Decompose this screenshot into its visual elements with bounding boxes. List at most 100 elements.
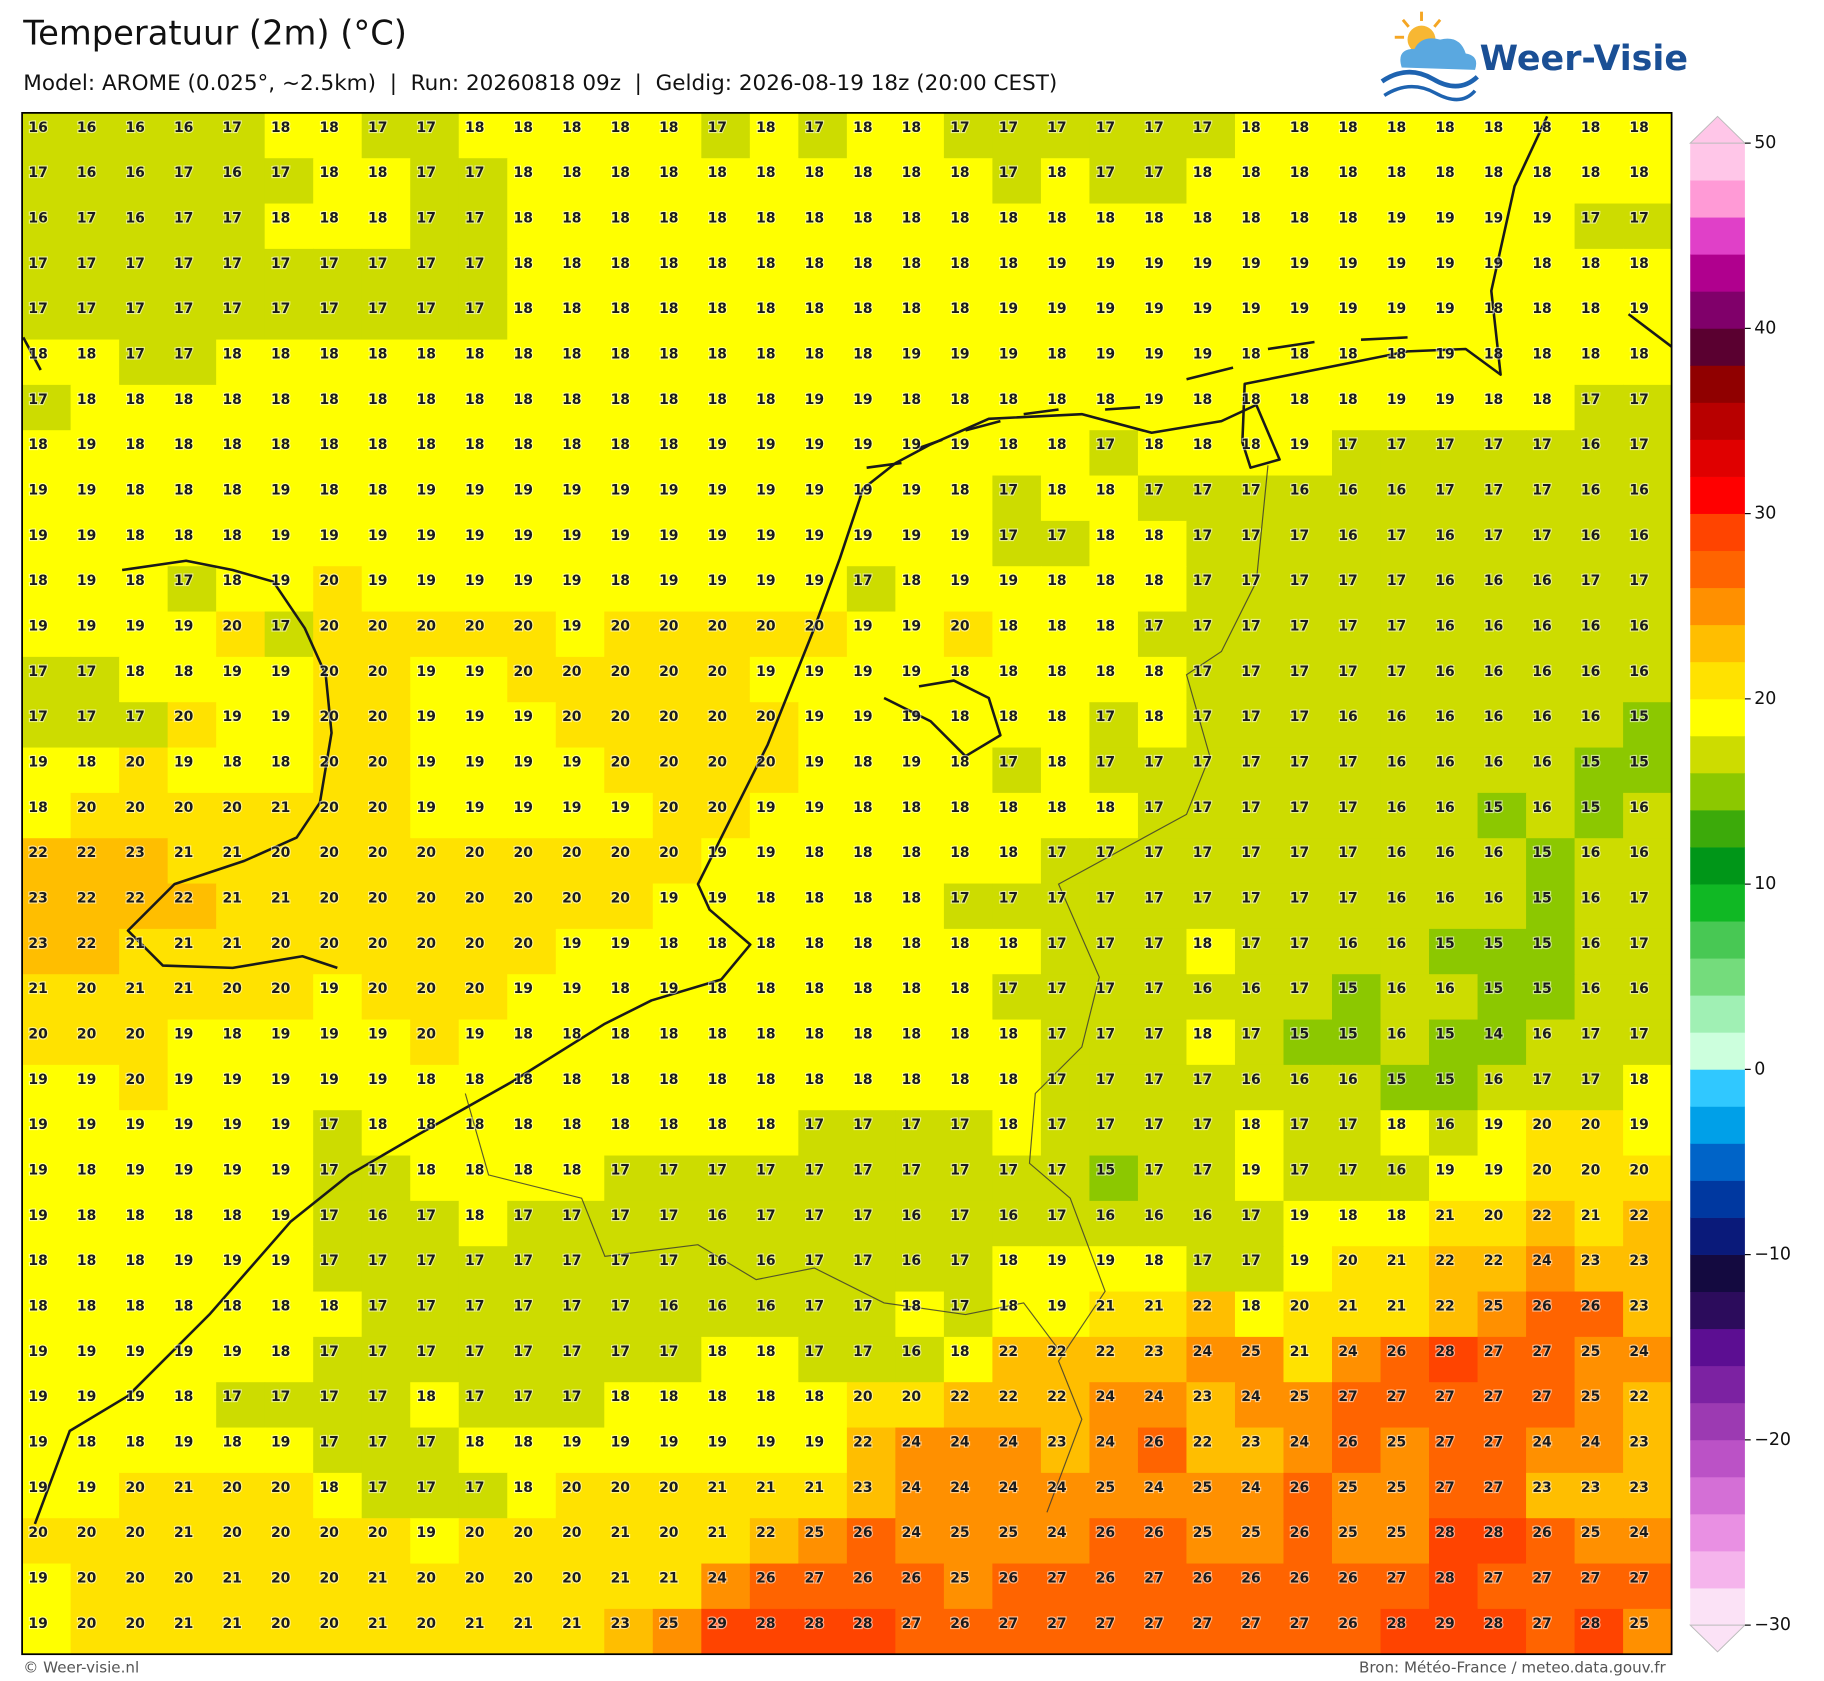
temperature-cell [22,566,72,613]
temperature-label: 16 [1581,709,1600,725]
temperature-label: 16 [1144,1208,1163,1224]
temperature-label: 17 [1387,664,1406,680]
temperature-cell [361,792,411,839]
temperature-label: 16 [1338,483,1357,499]
temperature-label: 18 [999,1117,1018,1133]
temperature-label: 24 [1096,1389,1116,1405]
temperature-label: 19 [902,709,921,725]
temperature-cell [1089,203,1139,250]
temperature-cell [361,611,411,658]
temperature-label: 16 [1387,936,1406,952]
temperature-label: 19 [611,528,630,544]
temperature-field [22,112,1673,1655]
temperature-label: 18 [853,981,872,997]
temperature-label: 20 [514,845,534,861]
temperature-cell [22,430,72,477]
temperature-label: 18 [950,1027,969,1043]
temperature-label: 21 [611,1570,630,1586]
temperature-cell [507,792,557,839]
temperature-label: 18 [514,301,533,317]
temperature-label: 16 [125,211,144,227]
temperature-cell [70,702,120,749]
temperature-label: 27 [902,1616,921,1632]
temperature-cell [895,112,945,159]
temperature-label: 21 [174,936,193,952]
temperature-label: 19 [417,573,436,589]
temperature-label: 18 [708,301,727,317]
temperature-label: 18 [1581,301,1600,317]
temperature-cell [604,475,654,522]
temperature-label: 17 [1387,437,1406,453]
temperature-label: 18 [1581,165,1600,181]
temperature-label: 23 [1144,1344,1163,1360]
temperature-cell [1332,384,1382,431]
temperature-label: 17 [805,1298,824,1314]
temperature-cell [652,248,702,295]
temperature-label: 27 [1532,1389,1551,1405]
temperature-cell [1574,566,1624,613]
temperature-label: 17 [271,619,290,635]
temperature-label: 17 [1290,845,1309,861]
temperature-label: 18 [514,1027,533,1043]
temperature-label: 18 [950,800,969,816]
temperature-label: 17 [1193,573,1212,589]
temperature-label: 20 [756,755,776,771]
colorbar-band [1690,1106,1745,1144]
temperature-label: 16 [1096,1208,1115,1224]
temperature-label: 16 [1484,891,1503,907]
temperature-label: 17 [1144,1027,1163,1043]
temperature-label: 18 [1435,120,1454,136]
temperature-label: 20 [1629,1162,1649,1178]
temperature-cell [119,702,169,749]
temperature-cell [1040,112,1091,159]
temperature-cell [555,248,605,295]
temperature-label: 18 [1047,165,1066,181]
temperature-label: 24 [999,1434,1019,1450]
temperature-label: 21 [222,936,241,952]
temperature-label: 17 [1047,120,1066,136]
temperature-cell [1332,203,1382,250]
temperature-label: 18 [319,392,338,408]
temperature-cell [846,656,896,703]
temperature-label: 18 [1629,1072,1648,1088]
temperature-label: 18 [853,347,872,363]
temperature-label: 22 [77,891,96,907]
temperature-cell [749,475,799,522]
temperature-label: 25 [1241,1525,1260,1541]
temperature-label: 24 [999,1480,1019,1496]
temperature-label: 17 [999,755,1018,771]
temperature-label: 18 [562,211,581,227]
temperature-cell [1283,566,1333,613]
temperature-label: 18 [319,211,338,227]
temperature-cell [1526,702,1576,749]
temperature-label: 19 [271,1208,290,1224]
temperature-label: 17 [28,165,47,181]
temperature-cell [313,883,363,930]
temperature-label: 26 [1387,1344,1406,1360]
temperature-label: 19 [28,1072,47,1088]
temperature-cell [70,430,120,477]
temperature-label: 18 [756,1027,775,1043]
colorbar-band [1690,1588,1745,1626]
temperature-cell [119,883,169,930]
temperature-label: 19 [271,483,290,499]
temperature-cell [22,248,72,295]
temperature-cell [1380,203,1430,250]
temperature-label: 17 [1193,1072,1212,1088]
temperature-cell [264,520,314,567]
temperature-label: 20 [417,619,437,635]
temperature-cell [119,475,169,522]
temperature-label: 18 [368,483,387,499]
temperature-label: 18 [950,211,969,227]
temperature-label: 23 [1629,1253,1648,1269]
temperature-label: 18 [853,800,872,816]
temperature-label: 16 [1193,981,1212,997]
temperature-label: 20 [368,936,388,952]
temperature-label: 16 [1435,845,1454,861]
temperature-label: 18 [805,211,824,227]
temperature-cell [749,520,799,567]
temperature-label: 21 [222,845,241,861]
temperature-label: 17 [417,1253,436,1269]
temperature-label: 19 [902,483,921,499]
temperature-cell [846,158,896,205]
